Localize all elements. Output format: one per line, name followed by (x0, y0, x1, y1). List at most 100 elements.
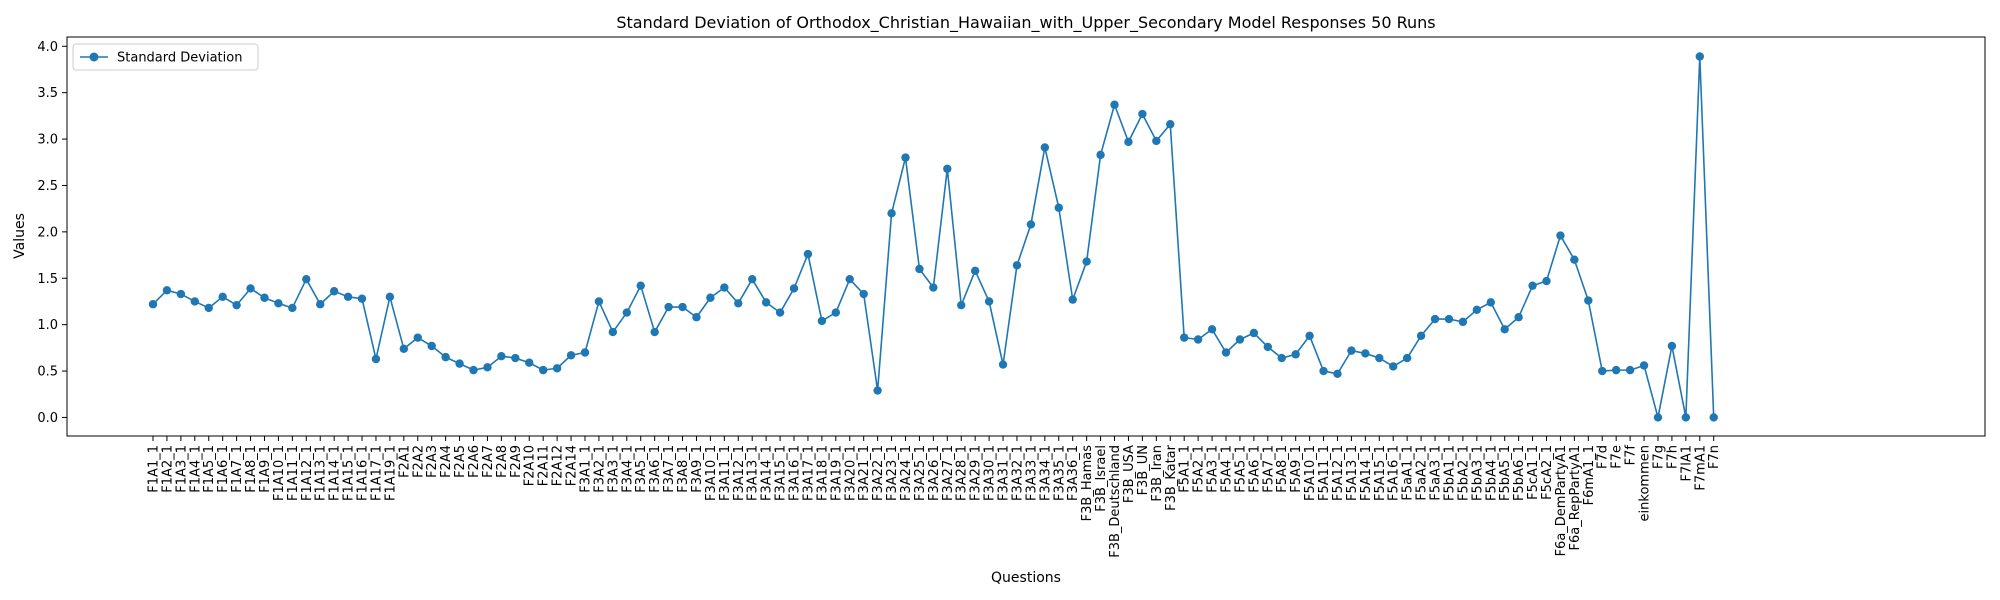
legend: Standard Deviation (72, 43, 259, 71)
x-tick-label: F3A18_1 (815, 445, 830, 501)
x-tick-label: F3A29_1 (969, 445, 984, 501)
x-tick-label: F5A2_1 (1192, 445, 1207, 493)
data-point (817, 316, 827, 326)
x-tick-label: F5A1_1 (1178, 445, 1193, 493)
x-tick-label: F3A12_1 (732, 445, 747, 501)
x-tick-label: F5A16_1 (1387, 445, 1402, 501)
x-tick-label: F1A11_1 (286, 445, 301, 501)
x-tick-label: F3A25_1 (913, 445, 928, 501)
y-axis-title: Values (12, 213, 28, 259)
data-point (859, 289, 868, 299)
x-tick-label: F5A12_1 (1331, 445, 1346, 501)
x-tick-label: F7n (1707, 445, 1722, 469)
x-tick-label: F3A15_1 (774, 445, 789, 501)
data-point (441, 352, 450, 362)
x-tick-label: F1A5_1 (202, 445, 217, 493)
x-tick-label: F2A7 (481, 445, 496, 478)
data-point (706, 293, 715, 302)
x-tick-label: F2A11 (537, 445, 552, 486)
x-tick-label: F6mA1_1 (1582, 445, 1597, 505)
x-tick-label: F5A4_1 (1219, 445, 1234, 493)
data-point (1486, 298, 1495, 307)
data-point (316, 300, 325, 309)
data-point (970, 266, 980, 276)
x-tick-label: F1A4_1 (188, 445, 203, 493)
data-point (1472, 305, 1482, 315)
data-point (1681, 413, 1691, 422)
x-tick-label: F3A23_1 (885, 445, 900, 501)
x-tick-label: F2A10 (523, 445, 538, 486)
data-point (246, 284, 255, 293)
x-tick-label: F5aA3_1 (1429, 445, 1444, 501)
data-point (357, 294, 367, 303)
x-tick-label: F3A5_1 (634, 445, 649, 493)
x-tick-label: F6a_DemPartyA1 (1554, 445, 1569, 556)
data-point (1444, 314, 1454, 324)
data-point (190, 297, 200, 306)
x-tick-label: F3A1_1 (578, 445, 593, 493)
y-tick-label: 2.5 (37, 179, 58, 194)
x-tick-label: F5bA2_1 (1456, 445, 1471, 501)
data-point (915, 264, 924, 274)
y-tick-label: 0.5 (37, 365, 58, 380)
x-tick-label: F5A14_1 (1359, 445, 1374, 501)
data-point (343, 292, 353, 302)
x-tick-label: F3A6_1 (648, 445, 663, 493)
data-point (399, 344, 409, 353)
series-layer (148, 52, 1718, 422)
x-tick-label: F2A8 (495, 445, 510, 478)
data-point (678, 302, 687, 312)
x-tick-label: F3A10_1 (704, 445, 719, 501)
x-tick-label: F3A34_1 (1038, 445, 1053, 501)
data-point (887, 209, 896, 218)
x-tick-label: F1A17_1 (369, 445, 384, 501)
x-tick-label: F1A12_1 (300, 445, 315, 501)
data-point (1584, 296, 1593, 305)
data-point (176, 289, 186, 299)
x-tick-label: einkommen (1638, 445, 1653, 521)
data-point (1542, 276, 1551, 286)
x-axis: F1A1_1F1A2_1F1A3_1F1A4_1F1A5_1F1A6_1F1A7… (147, 436, 1722, 558)
x-tick-label: F1A1_1 (147, 445, 162, 493)
x-tick-label: F5aA1_1 (1401, 445, 1416, 501)
data-point (1430, 314, 1440, 324)
data-point (232, 300, 241, 310)
series-line-standard-deviation (152, 55, 1715, 419)
x-tick-label: F2A1 (397, 445, 412, 478)
data-point (1402, 353, 1412, 363)
x-tick-label: F3A16_1 (788, 445, 803, 501)
data-point (1110, 100, 1119, 109)
x-tick-label: F3B_UN (1136, 445, 1151, 495)
x-tick-label: F3A14_1 (760, 445, 775, 501)
data-point (260, 293, 269, 302)
data-point (371, 354, 381, 364)
y-tick-label: 2.0 (37, 225, 58, 240)
data-point (761, 298, 771, 307)
y-tick-label: 1.5 (37, 272, 58, 287)
data-point (288, 303, 297, 313)
x-tick-label: F1A7_1 (230, 445, 245, 493)
x-tick-label: F5bA6_1 (1512, 445, 1527, 501)
y-axis: 0.0 0.5 1.0 1.5 2.0 2.5 3.0 3.5 4.0 (37, 40, 67, 426)
x-tick-label: F3A8_1 (676, 445, 691, 493)
data-point (1653, 413, 1663, 422)
x-tick-label: F3A32_1 (1010, 445, 1025, 501)
data-point (497, 352, 506, 361)
data-point (720, 283, 729, 292)
data-point (873, 386, 882, 395)
data-point (274, 299, 283, 308)
x-tick-label: F3B_Israel (1094, 445, 1109, 512)
x-tick-label: F1A14_1 (328, 445, 343, 501)
data-point (525, 358, 534, 367)
data-point (1611, 365, 1621, 375)
chart-title: Standard Deviation of Orthodox_Christian… (616, 13, 1435, 33)
x-tick-label: F2A14 (565, 445, 580, 486)
data-point (1375, 353, 1384, 363)
x-tick-label: F3A3_1 (606, 445, 621, 493)
data-point (218, 292, 227, 302)
data-point (1361, 349, 1370, 358)
x-tick-label: F3A2_1 (592, 445, 607, 493)
y-tick-label: 3.0 (37, 133, 58, 148)
x-tick-label: F3A11_1 (718, 445, 733, 501)
data-point (1054, 203, 1063, 212)
